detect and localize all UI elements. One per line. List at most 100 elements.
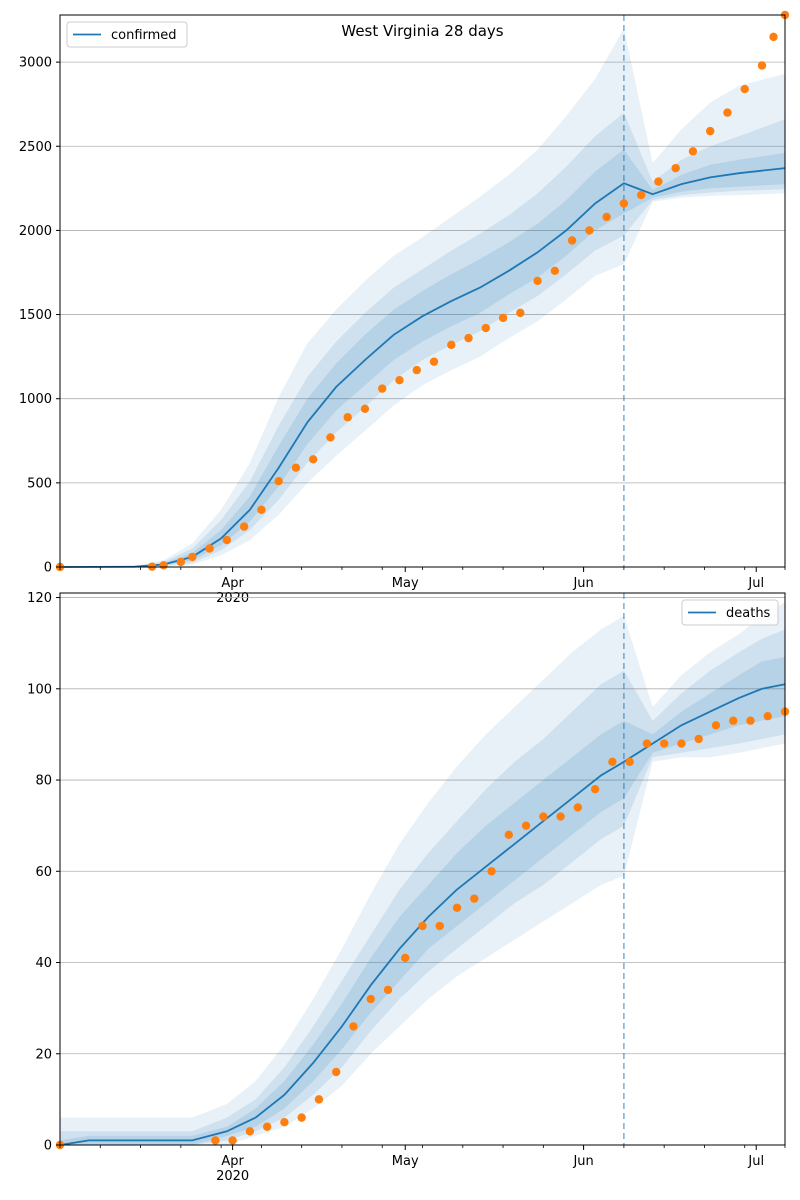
- observed-point: [608, 757, 617, 766]
- observed-point: [257, 505, 266, 514]
- band-middle: [60, 112, 785, 567]
- legend: confirmed: [66, 21, 188, 48]
- observed-point: [556, 812, 565, 821]
- observed-point: [326, 433, 335, 442]
- band-inner: [60, 656, 785, 1145]
- observed-point: [636, 190, 646, 200]
- observed-point: [481, 323, 490, 333]
- observed-point: [228, 1136, 237, 1145]
- observed-point: [205, 544, 214, 553]
- y-tick-label: 2000: [19, 224, 52, 239]
- legend-label: deaths: [726, 606, 771, 621]
- legend: deaths: [681, 599, 779, 626]
- x-tick-label: Apr: [221, 576, 244, 591]
- observed-point: [274, 476, 283, 486]
- observed-point: [654, 177, 663, 186]
- observed-point: [539, 812, 548, 821]
- observed-point: [314, 1095, 324, 1104]
- observed-point: [418, 921, 427, 931]
- y-tick-label: 100: [27, 682, 52, 697]
- observed-point: [429, 357, 439, 366]
- y-tick-label: 60: [35, 865, 52, 880]
- observed-point: [435, 921, 444, 931]
- x-tick-label: May: [392, 1154, 419, 1169]
- y-tick-label: 500: [27, 476, 52, 491]
- observed-point: [487, 867, 496, 876]
- observed-point: [452, 903, 462, 912]
- model-series-line: [59, 683, 786, 1146]
- observed-point: [585, 226, 594, 235]
- legend-label: confirmed: [111, 28, 177, 43]
- observed-point: [769, 32, 778, 42]
- observed-point: [763, 711, 772, 721]
- observed-point: [308, 455, 318, 464]
- observed-point: [383, 985, 393, 995]
- observed-point: [245, 1127, 255, 1136]
- observed-point: [211, 1136, 220, 1145]
- y-tick-label: 1500: [19, 308, 52, 323]
- legend-box: [681, 599, 779, 626]
- band-outer: [60, 28, 785, 567]
- observed-point: [659, 739, 669, 748]
- y-tick-label: 80: [35, 774, 52, 789]
- y-tick-label: 0: [44, 561, 52, 576]
- observed-point: [757, 61, 767, 70]
- observed-point: [280, 1117, 289, 1127]
- observed-point: [688, 147, 698, 156]
- observed-point: [297, 1113, 306, 1122]
- observed-point: [746, 716, 755, 725]
- observed-point: [188, 552, 197, 562]
- observed-point: [711, 721, 721, 730]
- observed-point: [705, 126, 715, 136]
- y-tick-label: 0: [44, 1139, 52, 1154]
- observed-point: [516, 308, 525, 318]
- observed-point: [740, 84, 749, 94]
- observed-point: [625, 757, 634, 766]
- observed-point: [550, 266, 560, 276]
- observed-point: [504, 830, 514, 839]
- observed-point: [642, 739, 652, 748]
- x-tick-label: Jun: [572, 576, 593, 591]
- x-tick-label: Jul: [747, 1154, 764, 1169]
- observed-point: [176, 557, 186, 567]
- observed-point: [291, 463, 301, 472]
- observed-point: [619, 199, 629, 208]
- observed-point: [677, 739, 686, 748]
- x-tick-label: Apr: [221, 1154, 244, 1169]
- observed-point: [222, 535, 232, 545]
- observed-point: [602, 212, 611, 222]
- observed-point: [412, 365, 421, 375]
- observed-point: [671, 163, 680, 173]
- observed-point: [498, 313, 508, 323]
- observed-point: [378, 384, 387, 393]
- observed-point: [464, 333, 473, 343]
- y-tick-label: 1000: [19, 392, 52, 407]
- observed-point: [694, 734, 703, 744]
- y-tick-label: 3000: [19, 56, 52, 71]
- observed-point: [590, 784, 600, 794]
- observed-point: [343, 413, 352, 422]
- chart-title: West Virginia 28 days: [341, 22, 503, 40]
- observed-point: [331, 1067, 341, 1077]
- observed-point: [349, 1022, 358, 1031]
- legend-box: [66, 21, 188, 48]
- x-tick-sublabel: 2020: [216, 591, 249, 606]
- x-tick-label: Jul: [747, 576, 764, 591]
- observed-point: [723, 108, 732, 117]
- x-tick-label: Jun: [572, 1154, 593, 1169]
- observed-point: [401, 953, 410, 963]
- observed-point: [360, 404, 370, 414]
- y-tick-label: 40: [35, 956, 52, 971]
- observed-point: [395, 375, 404, 385]
- observed-point: [573, 803, 583, 812]
- observed-point: [567, 236, 577, 245]
- observed-point: [447, 340, 456, 350]
- observed-point: [366, 994, 375, 1004]
- band-outer: [60, 602, 785, 1145]
- y-tick-label: 20: [35, 1047, 52, 1062]
- model-series-line: [59, 167, 786, 568]
- observed-point: [239, 522, 249, 531]
- y-tick-label: 120: [27, 591, 52, 606]
